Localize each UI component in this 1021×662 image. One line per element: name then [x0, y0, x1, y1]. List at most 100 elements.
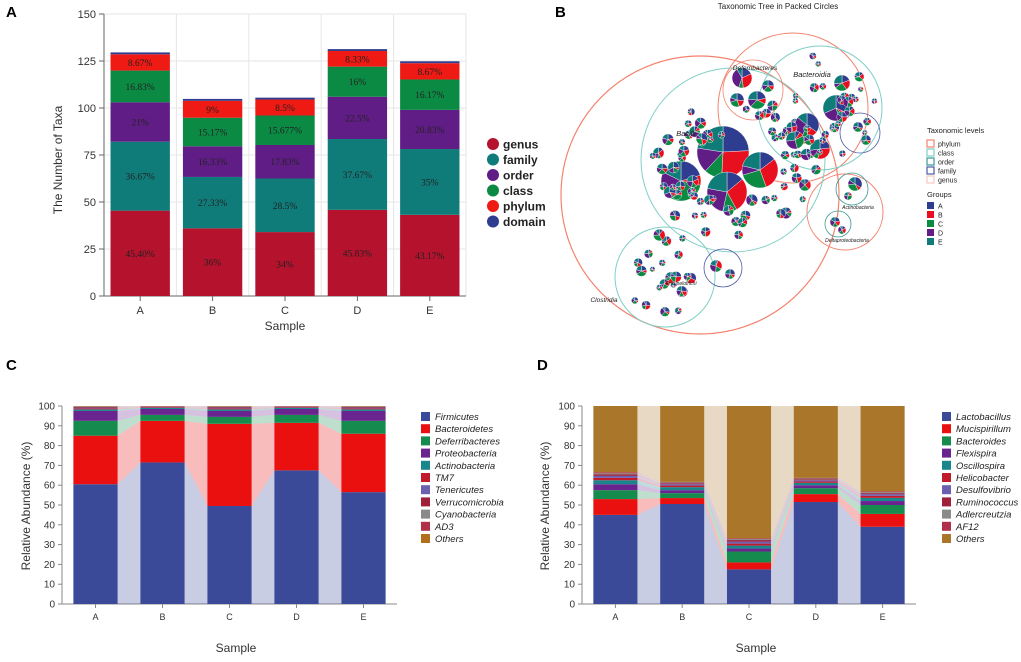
pie-slice-group-E — [844, 192, 848, 196]
panel-c-bar-tenericutes — [207, 408, 251, 409]
genus-pie-small — [863, 118, 871, 126]
panel-c-bar-bacteroidetes — [140, 421, 184, 463]
panel-c-bar-actinobacteria — [341, 409, 385, 411]
genus-pie-small — [819, 83, 826, 90]
panel-d-bar-af12 — [593, 472, 637, 473]
panel-a-x-tick-label: B — [209, 305, 216, 317]
panel-d-bar-adlercreutzia — [660, 482, 704, 483]
legend-level-swatch — [927, 167, 934, 174]
genus-pie-small — [858, 87, 863, 92]
legend-group-swatch — [927, 211, 934, 218]
panel-c-bar-firmicutes — [140, 462, 184, 604]
panel-c-y-tick-label: 60 — [44, 481, 56, 492]
legend-levels-title: Taxonomic levels — [927, 126, 984, 135]
panel-a-data-label: 16% — [349, 78, 367, 88]
panel-d-bar-oscillospira — [861, 498, 905, 501]
panel-d-legend-label: Desulfovibrio — [956, 485, 1011, 496]
genus-pie-small — [780, 168, 787, 175]
genus-pie-small — [718, 131, 725, 138]
panel-c-y-tick-label: 50 — [44, 501, 56, 512]
panel-c-legend-swatch — [421, 534, 430, 543]
panel-d-bar-lactobacillus — [794, 502, 838, 604]
genus-pie-small — [746, 194, 758, 206]
panel-c-bar-proteobacteria — [140, 409, 184, 415]
legend-level-label: genus — [938, 178, 958, 185]
panel-a-data-label: 8.67% — [418, 68, 443, 78]
panel-d-flow-band-others — [637, 406, 660, 482]
panel-c-bar-tm7 — [274, 407, 318, 408]
genus-pie — [830, 217, 840, 227]
panel-d-bar-oscillospira — [794, 483, 838, 485]
genus-pie-small — [644, 249, 653, 258]
legend-level-swatch — [927, 140, 934, 147]
pie-slice-group-A — [691, 108, 695, 115]
pie-slice-group-A — [737, 93, 744, 101]
panel-c-y-tick-label: 80 — [44, 441, 56, 452]
panel-a-data-label: 27.33% — [198, 199, 227, 209]
node-label-deltaproteobacteria: Deltaproteobacteria — [825, 238, 869, 244]
panel-c-legend-swatch — [421, 436, 430, 445]
panel-a-data-label: 15.17% — [198, 128, 227, 138]
panel-d-bar-desulfovibrio — [593, 476, 637, 478]
panel-c-legend-swatch — [421, 497, 430, 506]
panel-a-data-label: 28.5% — [273, 202, 298, 212]
pie-slice-group-E — [650, 153, 653, 156]
panel-c-x-tick-label: D — [293, 612, 300, 622]
panel-d-legend-swatch — [942, 412, 951, 421]
panel-a-legend-marker — [487, 154, 499, 166]
panel-c-bar-verrucomicrobia — [341, 407, 385, 408]
panel-a-bar-domain — [183, 99, 242, 101]
panel-c-legend-swatch — [421, 461, 430, 470]
genus-pie-small — [829, 126, 834, 131]
panel-a-x-axis-title: Sample — [265, 319, 306, 333]
genus-pie-small — [781, 151, 790, 160]
node-label-actinobacteria: Actinobacteria — [841, 205, 874, 211]
panel-a-data-label: 22.5% — [345, 114, 370, 124]
panel-c-bar-firmicutes — [207, 506, 251, 604]
genus-pie-small — [674, 250, 683, 259]
panel-c-legend-label: AD3 — [434, 522, 454, 533]
panel-c-legend-label: TM7 — [435, 473, 455, 484]
genus-pie-small — [811, 165, 821, 175]
genus-pie-small — [690, 192, 698, 200]
legend-level-swatch — [927, 149, 934, 156]
genus-pie-small — [804, 135, 814, 145]
pie-slice-group-E — [786, 122, 791, 128]
panel-a-data-label: 17.83% — [270, 158, 299, 168]
panel-d-legend-swatch — [942, 534, 951, 543]
panel-d-y-tick-label: 30 — [564, 540, 576, 551]
legend-group-label: E — [938, 240, 943, 247]
genus-pie-small — [810, 83, 819, 92]
panel-d-legend-label: Mucispirillum — [956, 424, 1011, 435]
panel-c-legend-label: Others — [435, 534, 464, 545]
panel-d-bar-flexispira — [861, 501, 905, 505]
panel-a-data-label: 16.17% — [415, 91, 444, 101]
legend-group-label: D — [938, 231, 943, 238]
panel-d-legend-swatch — [942, 510, 951, 519]
panel-a-data-label: 45.83% — [343, 249, 372, 259]
genus-pie-large — [742, 152, 778, 188]
pie-slice-group-C — [772, 106, 778, 111]
panel-d-bar-ruminococcus — [727, 540, 771, 542]
panel-d-legend-label: Lactobacillus — [956, 412, 1011, 423]
genus-pie-small — [678, 146, 689, 157]
panel-a-legend-label: genus — [503, 138, 539, 152]
pie-slice-group-A — [723, 126, 749, 152]
panel-c-bar-bacteroidetes — [207, 424, 251, 506]
panel-a-y-tick-label: 100 — [78, 103, 96, 115]
panel-d-bar-others — [727, 406, 771, 538]
genus-pie-small — [704, 195, 714, 205]
panel-d-bar-adlercreutzia — [861, 492, 905, 493]
genus-pie-small — [768, 127, 776, 135]
panel-c-bar-tm7 — [140, 407, 184, 408]
panel-a-chart: The Number of Taxa Sample 02550751001251… — [51, 9, 546, 333]
panel-d-flow-band-lactobacillus — [637, 504, 660, 604]
pie-slice-group-E — [734, 230, 738, 234]
panel-d-bar-adlercreutzia — [794, 478, 838, 479]
panel-d-bar-flexispira — [593, 484, 637, 490]
panel-c-bar-proteobacteria — [207, 411, 251, 417]
panel-a-legend-marker — [487, 216, 499, 228]
genus-pie-small — [679, 139, 686, 146]
panel-d-y-tick-label: 70 — [564, 461, 576, 472]
genus-pie-small — [776, 209, 786, 219]
